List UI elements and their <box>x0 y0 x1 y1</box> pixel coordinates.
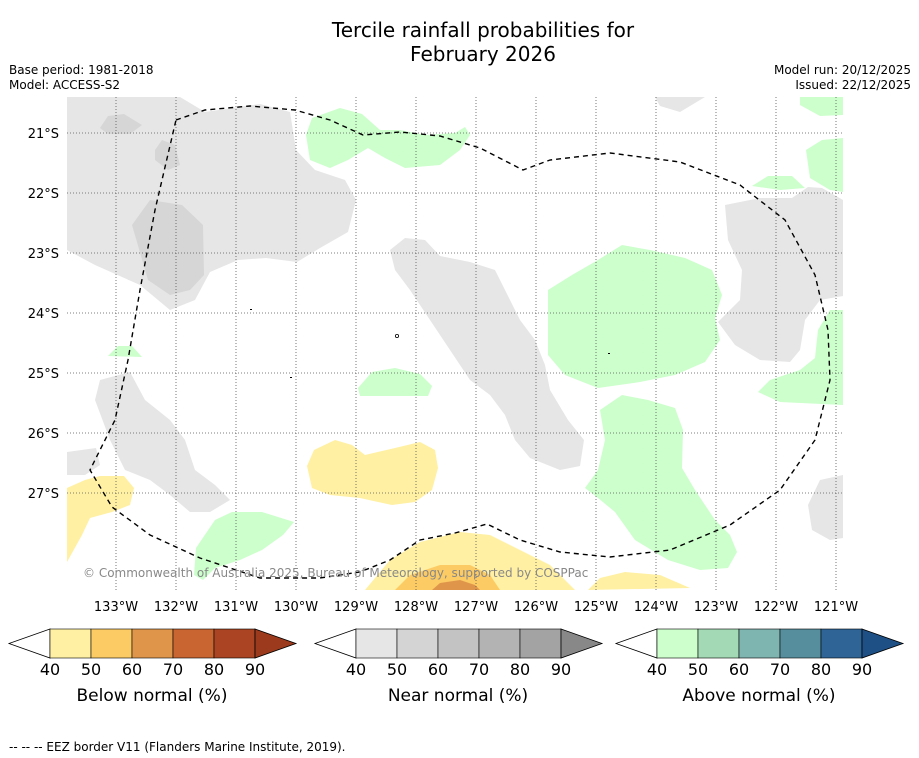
lon-label: 130°W <box>274 600 318 615</box>
colorbar-tick-label: 70 <box>162 660 184 679</box>
colorbars <box>7 628 905 659</box>
colorbar-swatch <box>355 628 398 659</box>
lat-label: 23°S <box>28 247 59 262</box>
map-title-line1: Tercile rainfall probabilities for <box>331 18 635 42</box>
colorbar-swatch <box>738 628 781 659</box>
colorbar-low-arrow <box>7 628 51 659</box>
colorbar-near-label: Near normal (%) <box>387 686 529 706</box>
colorbar-tick-label: 60 <box>427 660 449 679</box>
map-plot-area: © Commonwealth of Australia 2025, Bureau… <box>67 97 843 590</box>
colorbar-swatch <box>131 628 174 659</box>
lat-label: 24°S <box>28 307 59 322</box>
colorbar-high-arrow <box>560 628 604 659</box>
colorbar-tick-label: 60 <box>121 660 143 679</box>
colorbar-swatch <box>478 628 521 659</box>
colorbar-tick-label: 50 <box>80 660 102 679</box>
colorbar-2 <box>614 628 905 659</box>
lon-label: 121°W <box>814 600 858 615</box>
map-title-line2: February 2026 <box>410 42 556 66</box>
colorbar-tick-label: 40 <box>39 660 61 679</box>
lon-label: 126°W <box>514 600 558 615</box>
colorbar-swatch <box>820 628 863 659</box>
colorbar-tick-label: 60 <box>728 660 750 679</box>
map-title: Tercile rainfall probabilities for Febru… <box>0 18 919 66</box>
lon-label: 131°W <box>214 600 258 615</box>
colorbar-tick-label: 50 <box>386 660 408 679</box>
meta-left: Base period: 1981-2018 Model: ACCESS-S2 <box>9 63 154 93</box>
colorbar-tick-label: 50 <box>687 660 709 679</box>
lon-label: 133°W <box>94 600 138 615</box>
footnote: -- -- -- EEZ border V11 (Flanders Marine… <box>9 740 346 754</box>
colorbar-above-label: Above normal (%) <box>682 686 836 706</box>
lon-axis: 133°W 132°W 131°W 130°W 129°W 128°W 127°W 126°W… <box>94 600 858 615</box>
lat-label: 26°S <box>28 427 59 442</box>
islands <box>250 309 610 378</box>
lat-label: 27°S <box>28 487 59 502</box>
colorbar-0 <box>7 628 298 659</box>
lon-label: 127°W <box>454 600 498 615</box>
colorbar-high-arrow <box>861 628 905 659</box>
lat-label: 22°S <box>28 187 59 202</box>
eez-border <box>89 105 831 579</box>
lon-label: 125°W <box>574 600 618 615</box>
colorbar-tick-label: 80 <box>810 660 832 679</box>
colorbar-tick-label: 90 <box>550 660 572 679</box>
graticule <box>67 97 843 590</box>
lat-label: 25°S <box>28 367 59 382</box>
colorbar-tick-label: 80 <box>509 660 531 679</box>
base-period: Base period: 1981-2018 <box>9 63 154 77</box>
colorbar-tick-label: 70 <box>468 660 490 679</box>
colorbar-swatch <box>779 628 822 659</box>
colorbar-tick-label: 40 <box>345 660 367 679</box>
colorbar-swatch <box>656 628 699 659</box>
copyright-text: © Commonwealth of Australia 2025, Bureau… <box>83 566 588 580</box>
colorbar-swatch <box>49 628 92 659</box>
colorbar-swatch <box>172 628 215 659</box>
near-normal-regions <box>67 97 843 540</box>
colorbar-tick-label: 70 <box>769 660 791 679</box>
colorbar-swatch <box>697 628 740 659</box>
lon-label: 122°W <box>754 600 798 615</box>
issued-date: Issued: 22/12/2025 <box>795 78 911 92</box>
colorbar-tick-label: 80 <box>203 660 225 679</box>
lat-label: 21°S <box>28 127 59 142</box>
model-run: Model run: 20/12/2025 <box>773 63 911 77</box>
colorbar-swatch <box>90 628 133 659</box>
lon-label: 129°W <box>334 600 378 615</box>
colorbar-low-arrow <box>313 628 357 659</box>
colorbar-low-arrow <box>614 628 658 659</box>
lon-label: 124°W <box>634 600 678 615</box>
below-normal-regions <box>67 440 690 590</box>
colorbar-swatch <box>519 628 562 659</box>
colorbar-swatch <box>396 628 439 659</box>
colorbar-swatch <box>213 628 256 659</box>
lat-axis: 21°S 22°S 23°S 24°S 25°S 26°S 27°S <box>28 127 59 502</box>
lon-label: 123°W <box>694 600 738 615</box>
colorbar-tick-label: 40 <box>646 660 668 679</box>
lon-label: 132°W <box>154 600 198 615</box>
colorbar-swatch <box>437 628 480 659</box>
colorbar-high-arrow <box>254 628 298 659</box>
model-name: Model: ACCESS-S2 <box>9 78 121 92</box>
above-normal-regions <box>108 97 843 580</box>
colorbar-1 <box>313 628 604 659</box>
colorbar-below-label: Below normal (%) <box>76 686 228 706</box>
lon-label: 128°W <box>394 600 438 615</box>
colorbar-tick-label: 90 <box>244 660 266 679</box>
colorbar-tick-label: 90 <box>851 660 873 679</box>
meta-right: Model run: 20/12/2025 Issued: 22/12/2025 <box>774 63 911 93</box>
